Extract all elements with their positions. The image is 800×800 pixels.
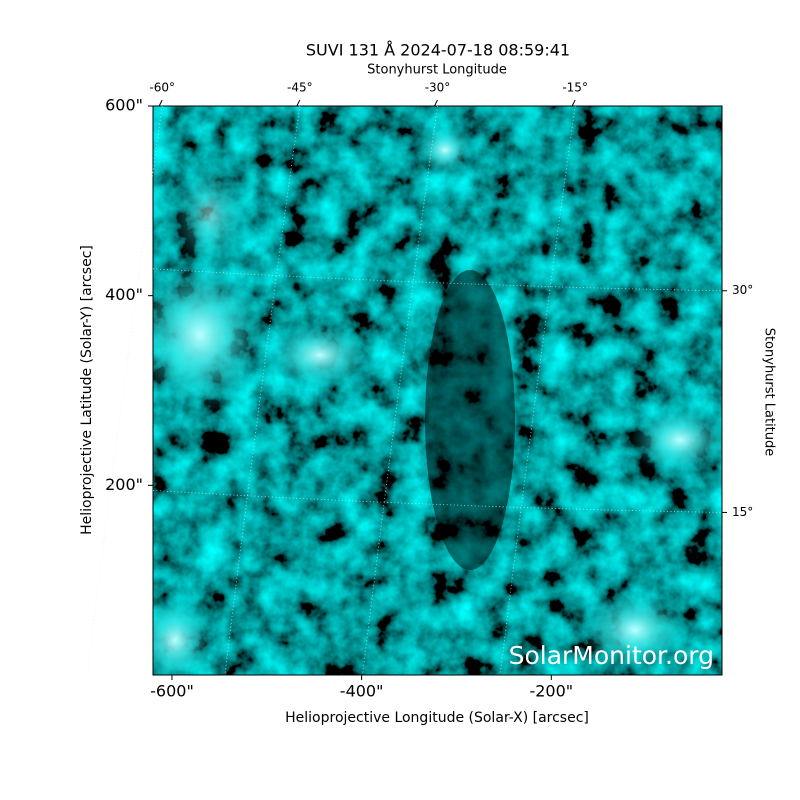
x2-tick: [571, 99, 576, 107]
x-tick-label: -200": [529, 682, 573, 701]
latitude-grid-line: [152, 268, 723, 292]
x2-tick: [434, 99, 438, 107]
longitude-grid-line: [499, 105, 576, 676]
y2-axis-label: Stonyhurst Latitude: [762, 328, 777, 457]
y-axis-label: Helioprojective Latitude (Solar-Y) [arcs…: [79, 245, 95, 535]
solar-image: [153, 106, 722, 675]
chart-title: SUVI 131 Å 2024-07-18 08:59:41: [306, 41, 570, 60]
longitude-grid-line: [86, 105, 163, 676]
x-axis-label: Helioprojective Longitude (Solar-X) [arc…: [285, 710, 589, 726]
x2-tick-label: -30°: [425, 81, 451, 95]
x2-tick: [296, 99, 301, 107]
latitude-grid-line: [152, 490, 723, 513]
x2-tick-label: -15°: [562, 81, 588, 95]
longitude-grid-line: [224, 105, 301, 676]
watermark: SolarMonitor.org: [509, 641, 714, 670]
y-tick-label: 400": [105, 285, 143, 304]
y2-tick-label: 30°: [732, 283, 753, 297]
longitude-grid-line: [362, 105, 438, 676]
x2-axis-label: Stonyhurst Longitude: [367, 63, 507, 78]
x-tick-label: -600": [150, 682, 194, 701]
x2-tick-label: -45°: [287, 81, 313, 95]
y2-tick-label: 15°: [732, 505, 753, 519]
y-tick-label: 200": [105, 475, 143, 494]
x2-tick: [158, 99, 163, 107]
x2-tick-label: -60°: [149, 81, 175, 95]
x-tick-label: -400": [340, 682, 384, 701]
y-tick-label: 600": [105, 96, 143, 115]
